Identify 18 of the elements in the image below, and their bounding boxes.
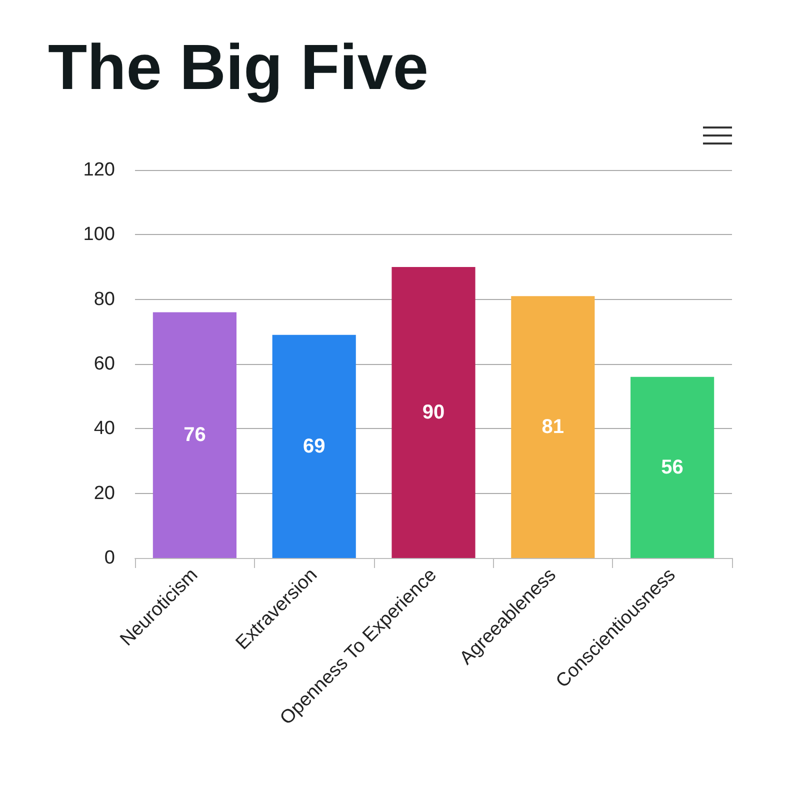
bar	[511, 296, 595, 558]
bar	[272, 334, 356, 558]
bar	[630, 376, 714, 558]
data-label: 81	[542, 416, 564, 438]
y-tick-label: 80	[94, 288, 115, 310]
bar	[392, 267, 476, 558]
y-tick-label: 0	[104, 548, 115, 568]
y-tick-label: 60	[94, 354, 115, 374]
data-label: 76	[184, 424, 206, 446]
data-label: 56	[661, 456, 684, 478]
data-label: 90	[422, 402, 445, 424]
y-tick-label: 20	[94, 482, 115, 504]
y-tick-label: 100	[83, 224, 115, 246]
chart-title: The Big Five	[48, 30, 428, 104]
bar	[152, 312, 236, 558]
y-tick-label: 120	[83, 160, 115, 180]
y-tick-label: 40	[94, 418, 115, 440]
data-label: 69	[302, 435, 326, 458]
